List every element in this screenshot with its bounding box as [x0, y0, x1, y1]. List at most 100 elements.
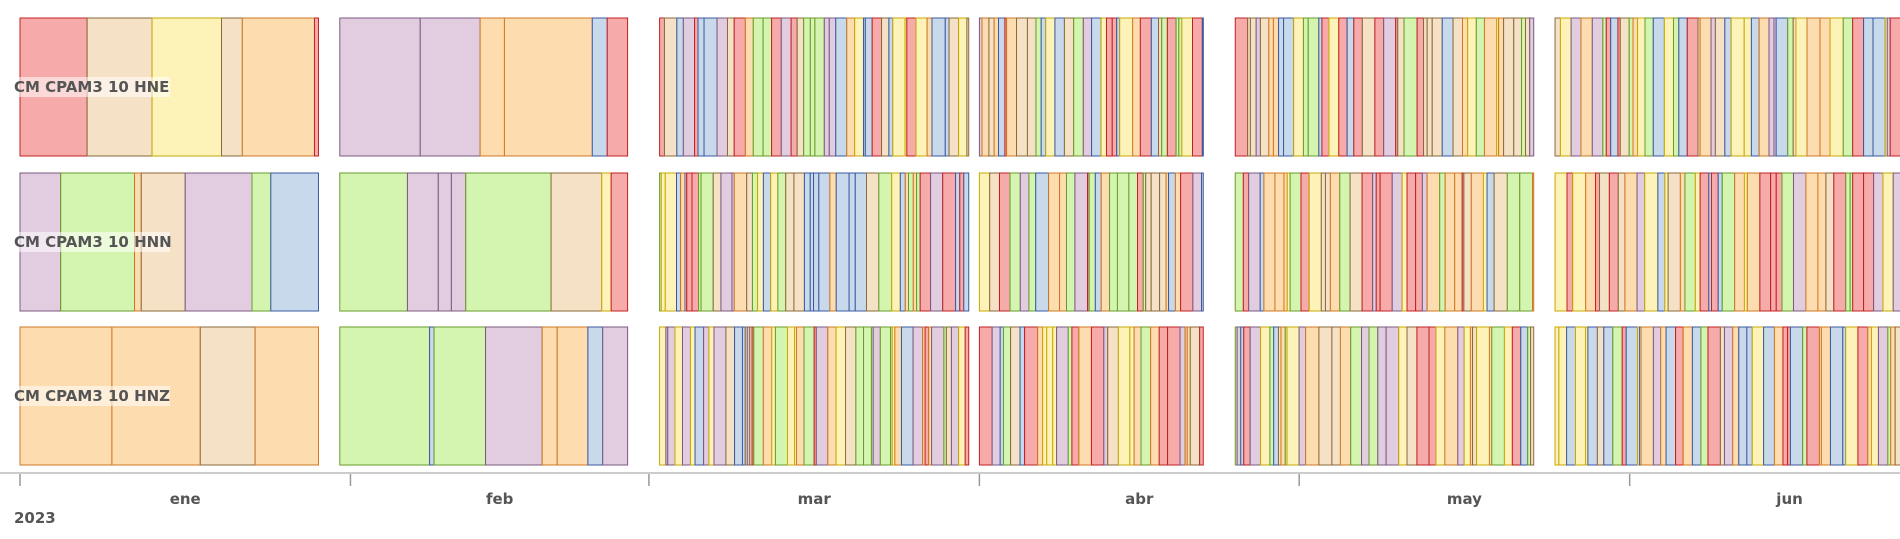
coverage-bar — [1024, 326, 1039, 466]
coverage-bar — [998, 172, 1011, 312]
coverage-bar — [829, 172, 837, 312]
coverage-bar — [955, 172, 961, 312]
coverage-bar — [1391, 172, 1403, 312]
coverage-bar — [1019, 172, 1030, 312]
coverage-bar — [1132, 17, 1141, 157]
row-label-background — [12, 386, 170, 406]
coverage-bar — [892, 17, 906, 157]
coverage-bar — [1734, 172, 1745, 312]
coverage-bar — [1802, 326, 1808, 466]
month-label: feb — [486, 490, 514, 508]
coverage-bar — [1421, 172, 1428, 312]
coverage-bar — [1406, 172, 1417, 312]
coverage-bar — [823, 17, 830, 157]
coverage-bar — [1792, 172, 1807, 312]
coverage-bar — [803, 17, 811, 157]
coverage-bar — [716, 17, 728, 157]
coverage-bar — [1286, 326, 1300, 466]
coverage-bar — [1406, 326, 1418, 466]
coverage-bar — [1426, 172, 1441, 312]
coverage-bar — [1308, 172, 1322, 312]
coverage-bar — [1493, 172, 1508, 312]
coverage-bar — [1010, 326, 1021, 466]
coverage-bar — [503, 17, 593, 157]
coverage-bar — [1486, 172, 1495, 312]
coverage-bar — [1595, 172, 1601, 312]
coverage-bar — [1621, 326, 1627, 466]
coverage-bar — [1617, 172, 1626, 312]
coverage-bar — [479, 17, 505, 157]
month-label: may — [1447, 490, 1482, 508]
coverage-bar — [270, 172, 319, 312]
coverage-bar — [1073, 17, 1084, 157]
coverage-bar — [1863, 17, 1874, 157]
coverage-bar — [1574, 326, 1587, 466]
coverage-bar — [1679, 172, 1686, 312]
coverage-bar — [912, 326, 924, 466]
coverage-bar — [1529, 17, 1535, 157]
coverage-bar — [1805, 172, 1819, 312]
coverage-bar — [1491, 326, 1505, 466]
coverage-bar — [1890, 326, 1896, 466]
coverage-bar — [1554, 326, 1560, 466]
coverage-bar — [1094, 172, 1102, 312]
coverage-bar — [720, 172, 733, 312]
coverage-bar — [1530, 326, 1535, 466]
coverage-bar — [1321, 17, 1330, 157]
coverage-bar — [1179, 326, 1186, 466]
coverage-bar — [1521, 17, 1526, 157]
coverage-bar — [958, 17, 968, 157]
coverage-bar — [855, 326, 865, 466]
coverage-bar — [1234, 17, 1249, 157]
coverage-bar — [1498, 17, 1505, 157]
coverage-bar — [1166, 17, 1177, 157]
coverage-bar — [1644, 17, 1654, 157]
coverage-bar — [1374, 17, 1385, 157]
coverage-bar — [814, 17, 825, 157]
coverage-bar — [1137, 172, 1144, 312]
coverage-bar — [1503, 326, 1513, 466]
coverage-bar — [1795, 17, 1808, 157]
coverage-bar — [1283, 172, 1288, 312]
coverage-bar — [854, 172, 868, 312]
coverage-bar — [254, 326, 319, 466]
coverage-bar — [1035, 17, 1042, 157]
coverage-bar — [827, 326, 837, 466]
coverage-bar — [752, 17, 764, 157]
month-label: mar — [798, 490, 832, 508]
coverage-bar — [1819, 17, 1831, 157]
coverage-bar — [866, 172, 880, 312]
month-label: jun — [1775, 490, 1803, 508]
coverage-bar — [1882, 172, 1894, 312]
coverage-bar — [1452, 17, 1463, 157]
coverage-bar — [803, 172, 811, 312]
coverage-bar — [1111, 17, 1118, 157]
coverage-bar — [1259, 172, 1265, 312]
coverage-bar — [1361, 172, 1374, 312]
month-label: ene — [170, 490, 201, 508]
coverage-bar — [813, 172, 820, 312]
coverage-bar — [950, 326, 960, 466]
coverage-bar — [1806, 326, 1820, 466]
coverage-bar — [1435, 326, 1446, 466]
coverage-bar — [1825, 172, 1835, 312]
coverage-bar — [1787, 17, 1794, 157]
coverage-bar — [663, 17, 678, 157]
coverage-bar — [437, 172, 452, 312]
coverage-bar — [809, 17, 816, 157]
coverage-bar — [601, 172, 612, 312]
coverage-bar — [1243, 326, 1251, 466]
coverage-bar — [199, 326, 256, 466]
coverage-bars — [19, 17, 1900, 466]
coverage-bar — [1591, 17, 1604, 157]
coverage-bar — [966, 17, 970, 157]
coverage-bar — [835, 17, 848, 157]
coverage-bar — [891, 172, 901, 312]
coverage-bar — [1506, 172, 1521, 312]
coverage-bar — [1074, 172, 1089, 312]
coverage-bar — [1817, 172, 1827, 312]
coverage-bar — [1167, 326, 1181, 466]
row-label: CM CPAM3 10 HNN — [14, 233, 172, 251]
coverage-bar — [1554, 17, 1561, 157]
coverage-bar — [1415, 172, 1423, 312]
